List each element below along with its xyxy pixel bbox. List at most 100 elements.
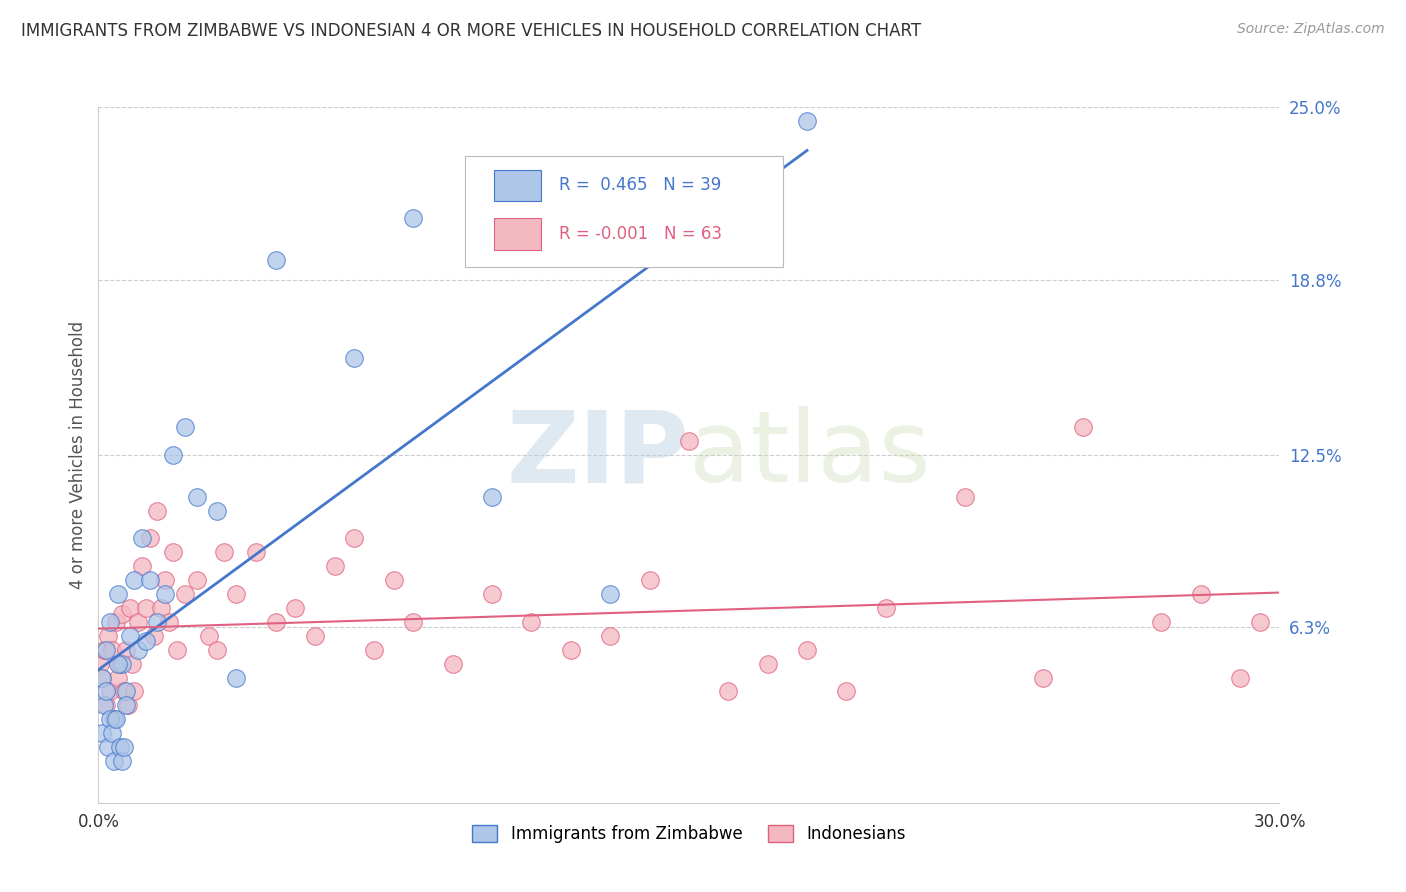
Text: R =  0.465   N = 39: R = 0.465 N = 39	[560, 177, 721, 194]
Point	[560, 642, 582, 657]
Point	[91, 671, 114, 685]
Point	[122, 684, 145, 698]
Point	[382, 573, 405, 587]
Text: R = -0.001   N = 63: R = -0.001 N = 63	[560, 225, 723, 243]
Point	[89, 657, 111, 671]
Point	[96, 642, 118, 657]
Point	[174, 587, 197, 601]
Point	[115, 642, 138, 657]
Point	[111, 607, 134, 621]
Point	[197, 629, 219, 643]
Point	[98, 684, 121, 698]
Point	[131, 559, 153, 574]
Point	[135, 634, 157, 648]
Point	[186, 573, 208, 587]
Point	[131, 532, 153, 546]
Point	[323, 559, 346, 574]
Point	[138, 532, 160, 546]
Point	[115, 684, 138, 698]
Point	[150, 601, 173, 615]
Point	[1249, 615, 1271, 629]
Point	[146, 615, 169, 629]
Point	[162, 448, 184, 462]
Point	[304, 629, 326, 643]
Point	[98, 712, 121, 726]
Point	[245, 545, 267, 559]
Point	[101, 642, 124, 657]
Point	[91, 671, 114, 685]
Point	[162, 545, 184, 559]
Point	[205, 642, 228, 657]
Point	[105, 712, 128, 726]
Point	[122, 573, 145, 587]
Point	[146, 503, 169, 517]
Point	[284, 601, 307, 615]
Point	[108, 740, 131, 755]
Point	[91, 726, 114, 740]
Point	[118, 629, 141, 643]
Point	[138, 573, 160, 587]
Y-axis label: 4 or more Vehicles in Household: 4 or more Vehicles in Household	[69, 321, 87, 589]
Point	[481, 587, 503, 601]
Text: ZIP: ZIP	[506, 407, 689, 503]
Point	[1071, 420, 1094, 434]
Point	[225, 671, 247, 685]
Point	[796, 642, 818, 657]
Point	[599, 587, 621, 601]
Point	[875, 601, 897, 615]
Point	[214, 545, 236, 559]
Point	[111, 754, 134, 768]
Point	[107, 671, 129, 685]
Point	[96, 698, 118, 713]
Point	[953, 490, 976, 504]
Point	[205, 503, 228, 517]
Point	[115, 698, 138, 713]
Point	[127, 642, 149, 657]
Point	[103, 754, 125, 768]
Point	[186, 490, 208, 504]
Point	[97, 740, 120, 755]
Point	[441, 657, 464, 671]
Point	[111, 657, 134, 671]
Point	[264, 615, 287, 629]
Point	[481, 490, 503, 504]
Point	[142, 629, 165, 643]
Point	[155, 573, 177, 587]
Point	[225, 587, 247, 601]
Text: atlas: atlas	[689, 407, 931, 503]
Point	[343, 351, 366, 365]
Point	[1229, 671, 1251, 685]
Point	[103, 712, 125, 726]
Point	[155, 587, 177, 601]
Point	[343, 532, 366, 546]
Point	[166, 642, 188, 657]
Point	[121, 657, 143, 671]
Point	[97, 629, 120, 643]
Point	[98, 615, 121, 629]
Point	[135, 601, 157, 615]
Point	[96, 684, 118, 698]
Point	[118, 601, 141, 615]
FancyBboxPatch shape	[464, 156, 783, 267]
Point	[117, 698, 139, 713]
Point	[103, 712, 125, 726]
Point	[638, 573, 661, 587]
Point	[678, 434, 700, 448]
Point	[174, 420, 197, 434]
Point	[363, 642, 385, 657]
Point	[107, 657, 129, 671]
Point	[108, 657, 131, 671]
Point	[756, 657, 779, 671]
Point	[717, 684, 740, 698]
Bar	[494, 169, 541, 201]
Bar	[494, 219, 541, 250]
Point	[112, 740, 135, 755]
Text: Source: ZipAtlas.com: Source: ZipAtlas.com	[1237, 22, 1385, 37]
Point	[127, 615, 149, 629]
Point	[1150, 615, 1173, 629]
Point	[101, 726, 124, 740]
Point	[599, 629, 621, 643]
Point	[93, 642, 115, 657]
Point	[402, 615, 425, 629]
Text: IMMIGRANTS FROM ZIMBABWE VS INDONESIAN 4 OR MORE VEHICLES IN HOUSEHOLD CORRELATI: IMMIGRANTS FROM ZIMBABWE VS INDONESIAN 4…	[21, 22, 921, 40]
